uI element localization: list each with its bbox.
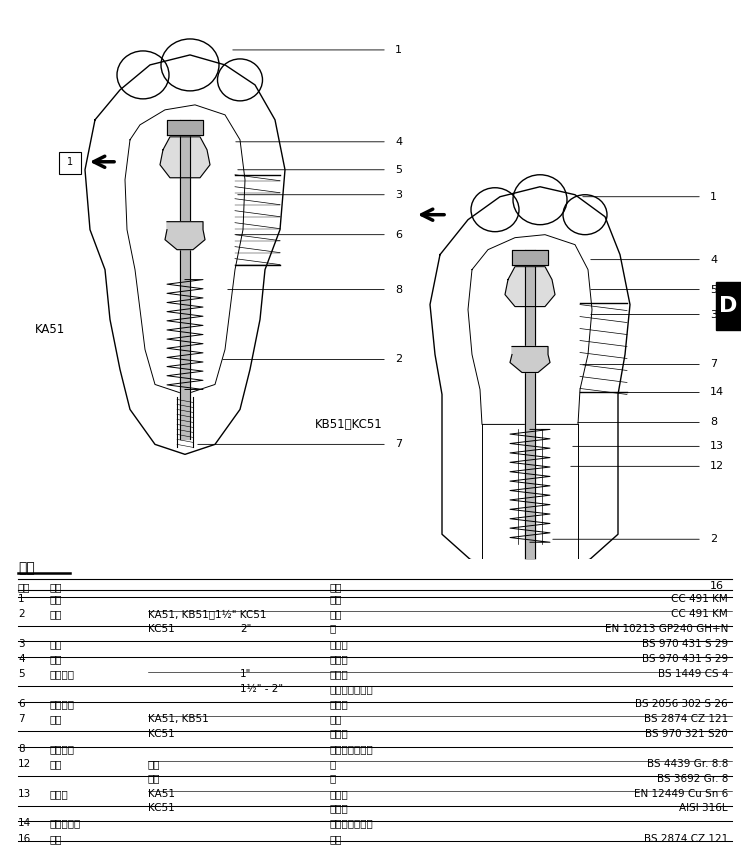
Text: EN 12449 Cu Sn 6: EN 12449 Cu Sn 6	[634, 789, 728, 799]
Text: 鋼: 鋼	[330, 623, 336, 634]
Text: BS 970 431 S 29: BS 970 431 S 29	[642, 639, 728, 649]
Polygon shape	[510, 347, 550, 373]
Text: 不銹鋼: 不銹鋼	[330, 728, 349, 739]
Text: 閥體: 閥體	[50, 594, 62, 604]
Text: 加強型片狀石墨: 加強型片狀石墨	[330, 818, 373, 829]
Text: 8: 8	[395, 284, 402, 295]
Text: 12: 12	[18, 759, 31, 769]
Text: 1: 1	[395, 45, 402, 55]
Text: 黃銅: 黃銅	[330, 834, 342, 844]
Text: 2: 2	[710, 534, 717, 544]
Text: AISI 316L: AISI 316L	[679, 803, 728, 813]
Text: 不銹鋼: 不銹鋼	[330, 639, 349, 649]
Text: 6: 6	[395, 230, 402, 239]
Text: 不銹鋼: 不銹鋼	[330, 654, 349, 664]
Text: 5: 5	[18, 669, 24, 680]
Text: 序號: 序號	[18, 582, 30, 592]
Text: 2": 2"	[240, 623, 251, 634]
Text: BS 2874 CZ 121: BS 2874 CZ 121	[644, 714, 728, 724]
Text: 黃銅: 黃銅	[330, 714, 342, 724]
Text: BS 2874 CZ 121: BS 2874 CZ 121	[644, 834, 728, 844]
Bar	[716, 282, 741, 329]
Text: 不銹鋼: 不銹鋼	[330, 699, 349, 709]
Text: CC 491 KM: CC 491 KM	[671, 610, 728, 619]
Text: 13: 13	[710, 441, 724, 452]
Text: 2: 2	[18, 610, 24, 619]
Text: 不銹鋼: 不銹鋼	[330, 803, 349, 813]
Text: 4: 4	[18, 654, 24, 664]
Text: 青銅: 青銅	[330, 594, 342, 604]
Text: 部件: 部件	[50, 582, 62, 592]
Text: 14: 14	[710, 388, 724, 397]
Text: 閥帽墊圈: 閥帽墊圈	[50, 744, 75, 754]
Text: BS 970 321 S20: BS 970 321 S20	[645, 728, 728, 739]
Text: CC 491 KM: CC 491 KM	[671, 594, 728, 604]
Text: BS 2056 302 S 26: BS 2056 302 S 26	[635, 699, 728, 709]
Text: 材質: 材質	[330, 582, 342, 592]
Text: 低碳鋼: 低碳鋼	[330, 669, 349, 680]
Text: 閥座: 閥座	[50, 654, 62, 664]
Text: 閥體: 閥體	[50, 610, 62, 619]
Text: 13: 13	[18, 789, 31, 799]
Text: 16: 16	[18, 834, 31, 844]
Polygon shape	[505, 267, 555, 307]
Text: BS 4439 Gr. 8.8: BS 4439 Gr. 8.8	[647, 759, 728, 769]
Text: 閥芯: 閥芯	[50, 639, 62, 649]
Polygon shape	[165, 222, 205, 250]
Text: KA51: KA51	[35, 323, 65, 336]
Text: KA51, KB51: KA51, KB51	[148, 714, 209, 724]
Text: 閥座墊片: 閥座墊片	[50, 669, 75, 680]
Text: D: D	[720, 296, 738, 316]
Text: KA51, KB51和1½" KC51: KA51, KB51和1½" KC51	[148, 610, 267, 619]
Text: 波紋管墊圈: 波紋管墊圈	[50, 818, 82, 829]
Text: KB51和KC51: KB51和KC51	[315, 418, 383, 431]
Text: 材質: 材質	[18, 561, 35, 575]
Text: KC51: KC51	[148, 728, 175, 739]
Text: BS 970 431 S 29: BS 970 431 S 29	[642, 654, 728, 664]
Text: 閥杆: 閥杆	[50, 714, 62, 724]
Polygon shape	[160, 137, 210, 178]
Text: 7: 7	[18, 714, 24, 724]
Text: 6: 6	[18, 699, 24, 709]
Text: KC51: KC51	[148, 623, 175, 634]
Text: 柱塞: 柱塞	[50, 834, 62, 844]
Text: 1½" - 2": 1½" - 2"	[240, 684, 283, 694]
Text: 1: 1	[710, 192, 717, 202]
Text: 5: 5	[395, 165, 402, 175]
Text: 磷青銅: 磷青銅	[330, 789, 349, 799]
Text: 鋼: 鋼	[330, 759, 336, 769]
Text: 3: 3	[710, 310, 717, 320]
Text: 4: 4	[710, 255, 717, 264]
Text: 12: 12	[710, 461, 724, 472]
Text: 閥帽: 閥帽	[50, 759, 62, 769]
Text: BS 1449 CS 4: BS 1449 CS 4	[657, 669, 728, 680]
Text: BS 3692 Gr. 8: BS 3692 Gr. 8	[657, 773, 728, 784]
Text: KA51: KA51	[148, 789, 175, 799]
Text: 7: 7	[710, 360, 717, 369]
Text: 4: 4	[395, 137, 402, 147]
Bar	[59, 152, 81, 173]
Text: 16: 16	[710, 581, 724, 591]
Text: 8: 8	[710, 417, 717, 427]
Text: 回復彈簧: 回復彈簧	[50, 699, 75, 709]
Text: 青銅: 青銅	[330, 610, 342, 619]
Text: 3: 3	[395, 190, 402, 199]
Text: 螺栓: 螺栓	[148, 759, 161, 769]
Text: 2: 2	[395, 355, 402, 364]
Text: 加強型片狀石墨: 加強型片狀石墨	[330, 684, 373, 694]
Text: 7: 7	[395, 440, 402, 449]
Text: EN 10213 GP240 GH+N: EN 10213 GP240 GH+N	[605, 623, 728, 634]
Text: 鋼: 鋼	[330, 773, 336, 784]
Text: 加強型片狀石墨: 加強型片狀石墨	[330, 744, 373, 754]
Text: KC51: KC51	[148, 803, 175, 813]
Text: 5: 5	[710, 284, 717, 295]
Text: 1: 1	[18, 594, 24, 604]
Text: 波紋管: 波紋管	[50, 789, 69, 799]
Text: 1: 1	[67, 157, 73, 166]
Text: 螺母: 螺母	[148, 773, 161, 784]
Text: 8: 8	[18, 744, 24, 754]
Text: 3: 3	[18, 639, 24, 649]
Text: 1": 1"	[240, 669, 251, 680]
Text: 14: 14	[18, 818, 31, 829]
